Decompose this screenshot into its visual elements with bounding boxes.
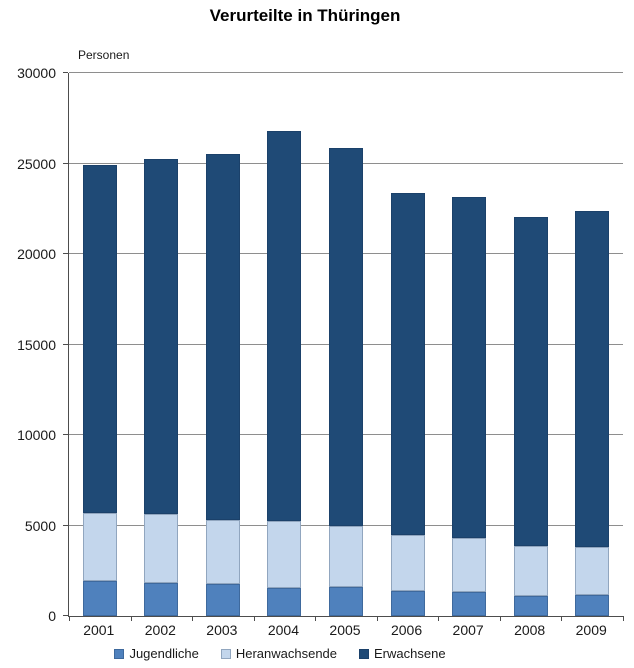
- bar-slot-2008: [500, 73, 562, 616]
- bars-layer: [69, 73, 623, 616]
- bar-segment-2001-heranwachsende: [82, 512, 117, 581]
- x-tick-8: [561, 616, 563, 621]
- bar-segment-2003-jugendliche: [205, 584, 240, 616]
- gridline-30000: [69, 72, 623, 73]
- bar-segment-2006-jugendliche: [390, 590, 425, 616]
- y-tick-30000: [63, 72, 68, 73]
- bar-segment-2007-jugendliche: [452, 592, 487, 616]
- x-axis-label-2007: 2007: [452, 622, 484, 638]
- bar-segment-2006-heranwachsende: [390, 534, 425, 591]
- bar-segment-2001-erwachsene: [82, 165, 117, 513]
- bar-segment-2007-erwachsene: [452, 197, 487, 539]
- legend-label-heranwachsende: Heranwachsende: [235, 646, 338, 661]
- x-axis-label-2006: 2006: [390, 622, 423, 638]
- bar-stack-2005: [329, 148, 364, 616]
- bar-segment-2007-heranwachsende: [452, 538, 487, 593]
- y-axis-label-10000: 10000: [17, 427, 56, 443]
- bar-segment-2009-erwachsene: [575, 211, 610, 548]
- bar-segment-2008-jugendliche: [513, 596, 548, 616]
- x-tick-7: [499, 616, 501, 621]
- bar-stack-2004: [267, 130, 302, 616]
- bar-stack-2007: [452, 197, 487, 616]
- bar-stack-2009: [575, 211, 610, 616]
- y-tick-5000: [63, 524, 68, 526]
- y-tick-0: [63, 615, 68, 616]
- bar-slot-2006: [377, 73, 439, 616]
- x-axis-label-2008: 2008: [514, 622, 546, 638]
- legend-item-erwachsene: Erwachsene: [359, 646, 446, 661]
- x-tick-3: [253, 616, 255, 621]
- x-axis-label-2005: 2005: [329, 622, 361, 638]
- y-axis-label-5000: 5000: [24, 517, 56, 534]
- y-axis-unit-label: Personen: [78, 48, 130, 62]
- bar-segment-2002-erwachsene: [144, 159, 179, 514]
- legend-swatch-jugendliche: [114, 648, 125, 659]
- x-axis-label-2004: 2004: [267, 622, 300, 638]
- bar-segment-2004-jugendliche: [267, 587, 302, 616]
- bar-segment-2004-heranwachsende: [267, 520, 302, 588]
- x-axis-label-2009: 2009: [575, 622, 607, 638]
- bar-slot-2002: [131, 73, 193, 616]
- bar-slot-2001: [69, 73, 131, 616]
- bar-segment-2008-heranwachsende: [513, 546, 548, 597]
- y-tick-20000: [63, 253, 68, 254]
- bar-stack-2002: [144, 159, 179, 616]
- legend-swatch-erwachsene: [359, 648, 370, 659]
- plot-area: [63, 72, 624, 621]
- bar-slot-2003: [192, 73, 254, 616]
- bar-segment-2005-erwachsene: [329, 148, 364, 527]
- bar-stack-2001: [82, 165, 117, 616]
- bar-segment-2008-erwachsene: [513, 216, 548, 547]
- bar-stack-2003: [205, 154, 240, 616]
- x-tick-5: [376, 616, 378, 621]
- legend: Jugendliche Heranwachsende Erwachsene: [0, 646, 560, 661]
- bar-slot-2004: [254, 73, 316, 616]
- legend-label-erwachsene: Erwachsene: [374, 646, 446, 661]
- y-axis-label-25000: 25000: [17, 155, 56, 172]
- x-tick-2: [192, 616, 194, 621]
- chart-title: Verurteilte in Thüringen: [209, 6, 401, 25]
- x-axis-label-2003: 2003: [206, 622, 238, 638]
- bar-segment-2001-jugendliche: [82, 580, 117, 616]
- y-tick-25000: [63, 162, 68, 164]
- x-tick-4: [315, 616, 317, 621]
- y-axis-label-0: 0: [48, 608, 56, 624]
- bar-segment-2002-heranwachsende: [144, 513, 179, 583]
- x-tick-9: [623, 616, 624, 621]
- x-tick-0: [69, 616, 70, 621]
- bar-segment-2004-erwachsene: [267, 130, 302, 521]
- y-axis-label-30000: 30000: [17, 65, 56, 81]
- bar-stack-2008: [513, 216, 548, 616]
- x-axis-label-2001: 2001: [83, 622, 115, 638]
- legend-label-jugendliche: Jugendliche: [129, 646, 199, 661]
- x-tick-6: [438, 616, 440, 621]
- legend-item-heranwachsende: Heranwachsende: [220, 646, 338, 661]
- x-tick-1: [130, 616, 132, 621]
- y-axis-label-15000: 15000: [17, 336, 56, 353]
- y-tick-10000: [63, 434, 68, 435]
- bar-stack-2006: [390, 193, 425, 616]
- bar-segment-2003-erwachsene: [205, 154, 240, 521]
- y-tick-15000: [63, 343, 68, 345]
- bar-segment-2003-heranwachsende: [205, 520, 240, 585]
- legend-item-jugendliche: Jugendliche: [114, 646, 199, 661]
- x-axis-label-2002: 2002: [144, 622, 176, 638]
- bar-slot-2005: [315, 73, 377, 616]
- bar-slot-2009: [562, 73, 624, 616]
- bar-segment-2002-jugendliche: [144, 582, 179, 616]
- bar-segment-2009-jugendliche: [575, 595, 610, 616]
- bar-segment-2009-heranwachsende: [575, 547, 610, 596]
- legend-swatch-heranwachsende: [220, 648, 231, 659]
- bar-segment-2005-jugendliche: [329, 587, 364, 616]
- bar-slot-2007: [438, 73, 500, 616]
- y-axis-label-20000: 20000: [17, 246, 56, 262]
- bar-segment-2005-heranwachsende: [329, 526, 364, 588]
- bar-segment-2006-erwachsene: [390, 193, 425, 535]
